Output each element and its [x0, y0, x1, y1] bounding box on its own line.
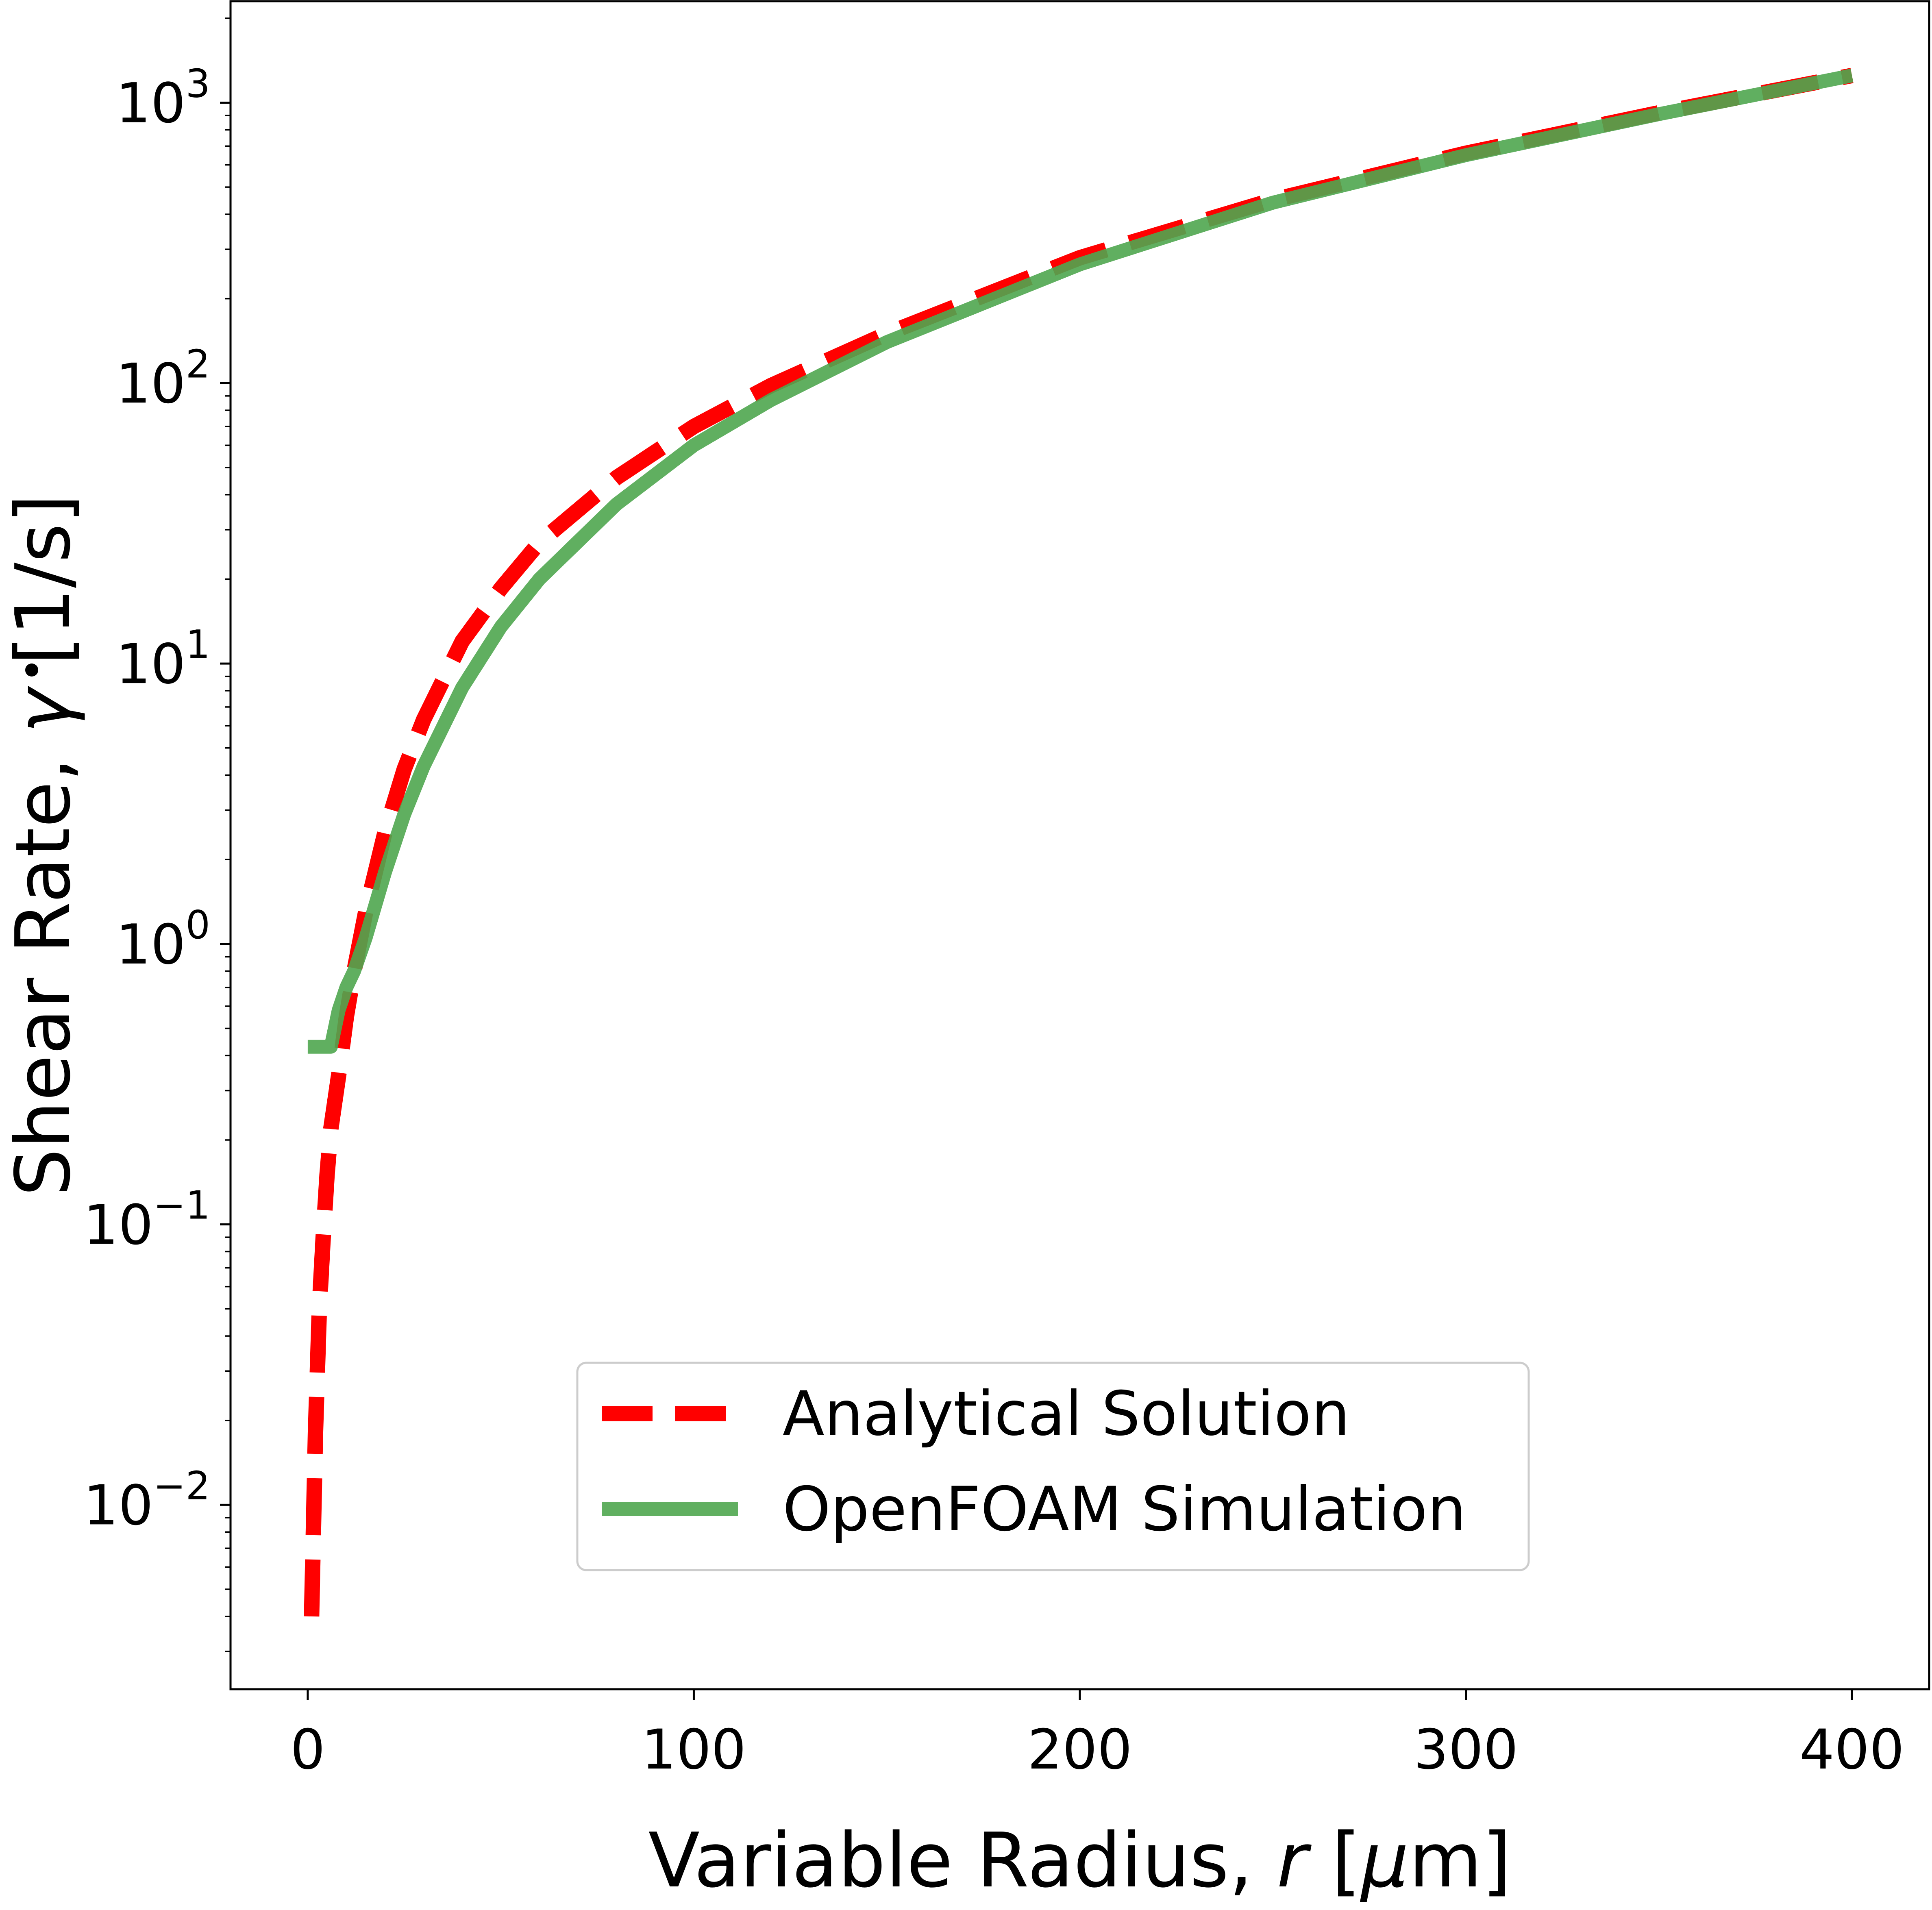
y-axis-title-gamma-dot: [25, 663, 38, 677]
y-tick-exponent: 3: [186, 62, 210, 107]
y-tick-exponent: 2: [186, 342, 210, 387]
y-axis-title: Shear Rate, γ [1/s]: [0, 494, 87, 1196]
y-tick-exponent: −1: [153, 1183, 210, 1228]
y-tick-exponent: 0: [186, 903, 210, 948]
y-tick-exponent: −2: [153, 1464, 210, 1508]
x-axis-title-unit-rest: m]: [1409, 1816, 1511, 1904]
x-axis-title-prefix: Variable Radius,: [648, 1816, 1277, 1904]
x-tick-label: 0: [290, 1718, 325, 1782]
legend-label-analytical-solution: Analytical Solution: [783, 1379, 1350, 1449]
x-tick-label: 400: [1799, 1718, 1904, 1782]
legend: Analytical Solution OpenFOAM Simulation: [576, 1362, 1530, 1571]
legend-label-openfoam-simulation: OpenFOAM Simulation: [783, 1474, 1466, 1545]
series-line-openfoam-simulation: [307, 69, 1854, 1054]
series-layer: [304, 68, 1854, 1617]
x-axis-title-variable: r: [1277, 1816, 1312, 1904]
axis-labels: Variable Radius, r [μm] Shear Rate, γ [1/…: [0, 494, 1511, 1904]
x-axis-title-unit-open: [: [1308, 1816, 1361, 1904]
x-axis-title: Variable Radius, r [μm]: [648, 1816, 1512, 1904]
y-axis-title-unit: [1/s]: [0, 494, 87, 689]
y-axis-title-prefix: Shear Rate,: [0, 733, 87, 1196]
x-tick-label: 300: [1414, 1718, 1519, 1782]
y-tick-exponent: 1: [186, 622, 210, 667]
legend-box: [576, 1362, 1530, 1571]
x-tick-label: 100: [642, 1718, 746, 1782]
x-axis-title-unit-symbol: μ: [1360, 1816, 1409, 1904]
x-tick-label: 200: [1027, 1718, 1132, 1782]
y-axis-title-variable: γ: [0, 685, 87, 733]
y-tick-label: 100: [116, 903, 210, 977]
